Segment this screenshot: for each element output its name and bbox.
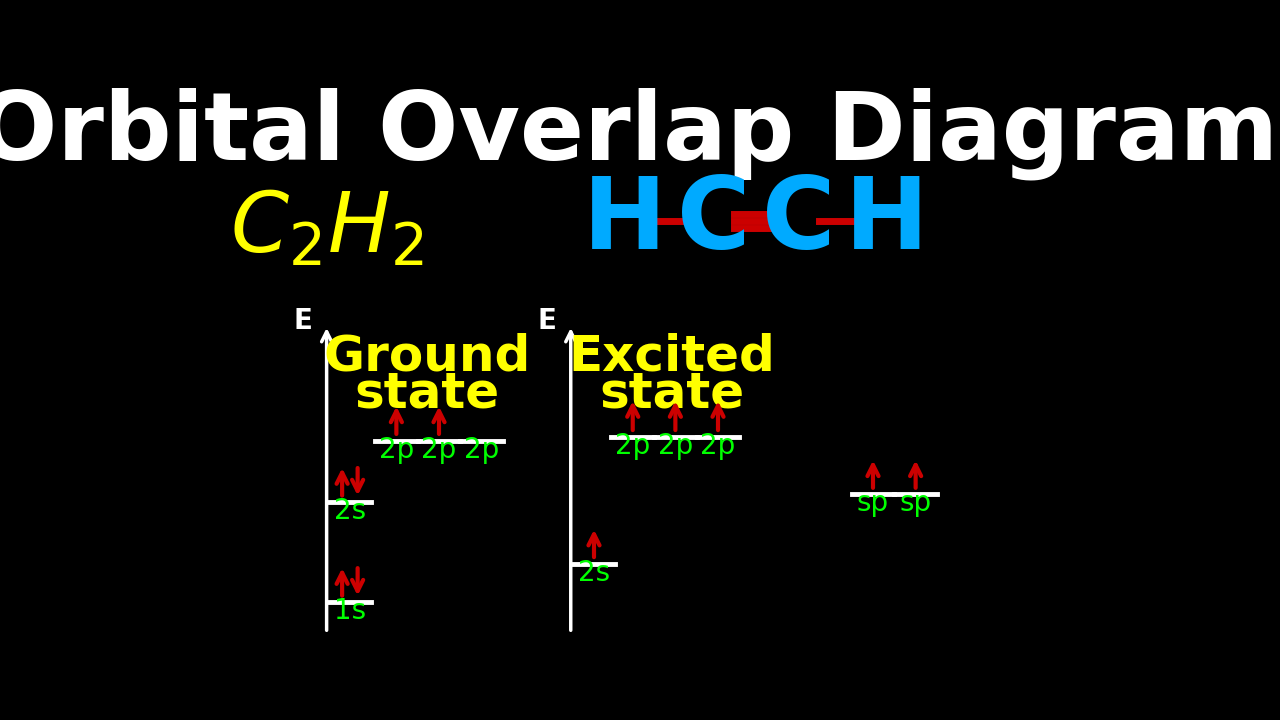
Text: 2p: 2p <box>700 432 736 459</box>
Text: Excited: Excited <box>568 333 774 381</box>
Text: sp: sp <box>900 490 932 518</box>
Text: E: E <box>294 307 312 336</box>
Text: 2p: 2p <box>421 436 457 464</box>
Text: Orbital Overlap Diagrams: Orbital Overlap Diagrams <box>0 88 1280 181</box>
Text: H: H <box>584 173 667 270</box>
Text: 2p: 2p <box>616 432 650 459</box>
Text: state: state <box>599 370 744 418</box>
Text: state: state <box>355 370 500 418</box>
Text: H: H <box>845 173 929 270</box>
Text: $\mathit{C_2H_2}$: $\mathit{C_2H_2}$ <box>230 189 424 269</box>
Text: E: E <box>538 307 557 336</box>
Text: sp: sp <box>856 490 890 518</box>
Text: 2s: 2s <box>579 559 611 587</box>
Text: 2p: 2p <box>379 436 413 464</box>
Text: C: C <box>677 173 750 270</box>
Text: 2p: 2p <box>658 432 692 459</box>
Text: Ground: Ground <box>324 333 531 381</box>
Text: 2s: 2s <box>334 497 366 525</box>
Text: 1s: 1s <box>334 598 366 625</box>
Text: 2p: 2p <box>465 436 499 464</box>
Text: C: C <box>762 173 836 270</box>
